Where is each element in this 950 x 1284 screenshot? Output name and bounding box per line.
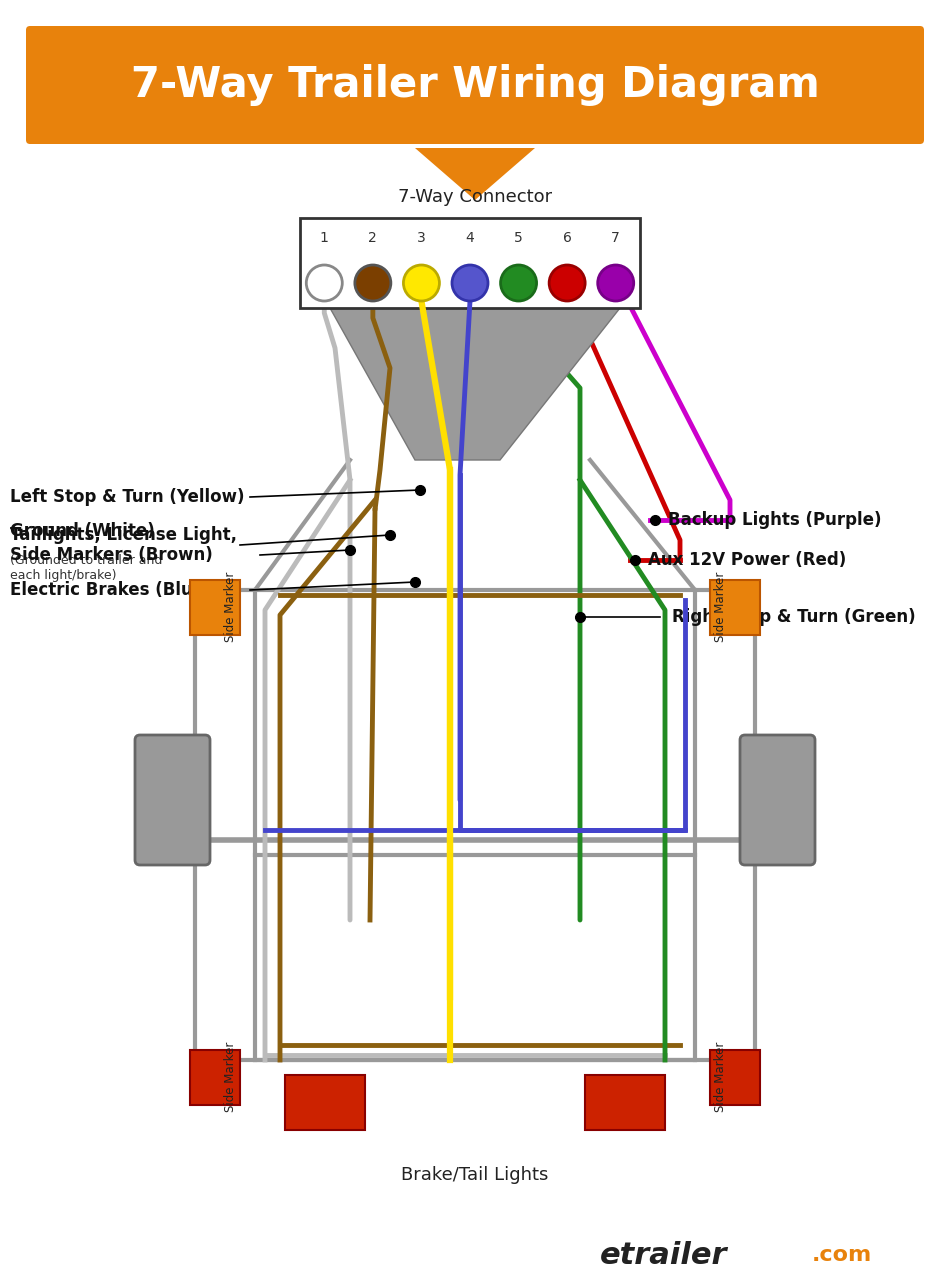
Text: 7: 7 — [612, 231, 620, 245]
Circle shape — [549, 265, 585, 300]
Text: Side Marker: Side Marker — [223, 571, 237, 642]
Circle shape — [501, 265, 537, 300]
Bar — [190, 1050, 240, 1106]
Text: (Grounded to trailer and
each light/brake): (Grounded to trailer and each light/brak… — [10, 553, 162, 582]
Polygon shape — [330, 308, 620, 460]
Bar — [190, 580, 240, 636]
Text: 4: 4 — [466, 231, 474, 245]
Text: Ground (White): Ground (White) — [10, 523, 155, 541]
Circle shape — [306, 265, 342, 300]
Text: 3: 3 — [417, 231, 426, 245]
Text: Side Marker: Side Marker — [223, 1041, 237, 1112]
Text: etrailer: etrailer — [600, 1240, 728, 1270]
Bar — [710, 580, 760, 636]
Text: Side Marker: Side Marker — [713, 1041, 727, 1112]
Bar — [300, 218, 640, 308]
Text: 2: 2 — [369, 231, 377, 245]
Text: 6: 6 — [562, 231, 572, 245]
Circle shape — [598, 265, 634, 300]
Circle shape — [355, 265, 390, 300]
Text: 5: 5 — [514, 231, 522, 245]
Text: Aux 12V Power (Red): Aux 12V Power (Red) — [648, 551, 846, 569]
Circle shape — [452, 265, 488, 300]
Text: Brake/Tail Lights: Brake/Tail Lights — [401, 1166, 549, 1184]
Text: Electric Brakes (Blue): Electric Brakes (Blue) — [10, 580, 212, 600]
Bar — [585, 1075, 665, 1130]
Text: .com: .com — [812, 1245, 872, 1265]
FancyBboxPatch shape — [26, 26, 924, 144]
Text: 7-Way Connector: 7-Way Connector — [398, 187, 552, 205]
Text: Taillights, License Light,
Side Markers (Brown): Taillights, License Light, Side Markers … — [10, 525, 237, 565]
Bar — [710, 1050, 760, 1106]
Text: 7-Way Trailer Wiring Diagram: 7-Way Trailer Wiring Diagram — [130, 64, 819, 107]
FancyBboxPatch shape — [135, 734, 210, 865]
Text: Backup Lights (Purple): Backup Lights (Purple) — [668, 511, 882, 529]
Circle shape — [404, 265, 440, 300]
Text: Right Stop & Turn (Green): Right Stop & Turn (Green) — [672, 609, 916, 627]
Text: Left Stop & Turn (Yellow): Left Stop & Turn (Yellow) — [10, 488, 244, 506]
Text: 1: 1 — [320, 231, 329, 245]
Polygon shape — [415, 148, 535, 200]
Bar — [285, 1075, 365, 1130]
FancyBboxPatch shape — [740, 734, 815, 865]
Text: Side Marker: Side Marker — [713, 571, 727, 642]
